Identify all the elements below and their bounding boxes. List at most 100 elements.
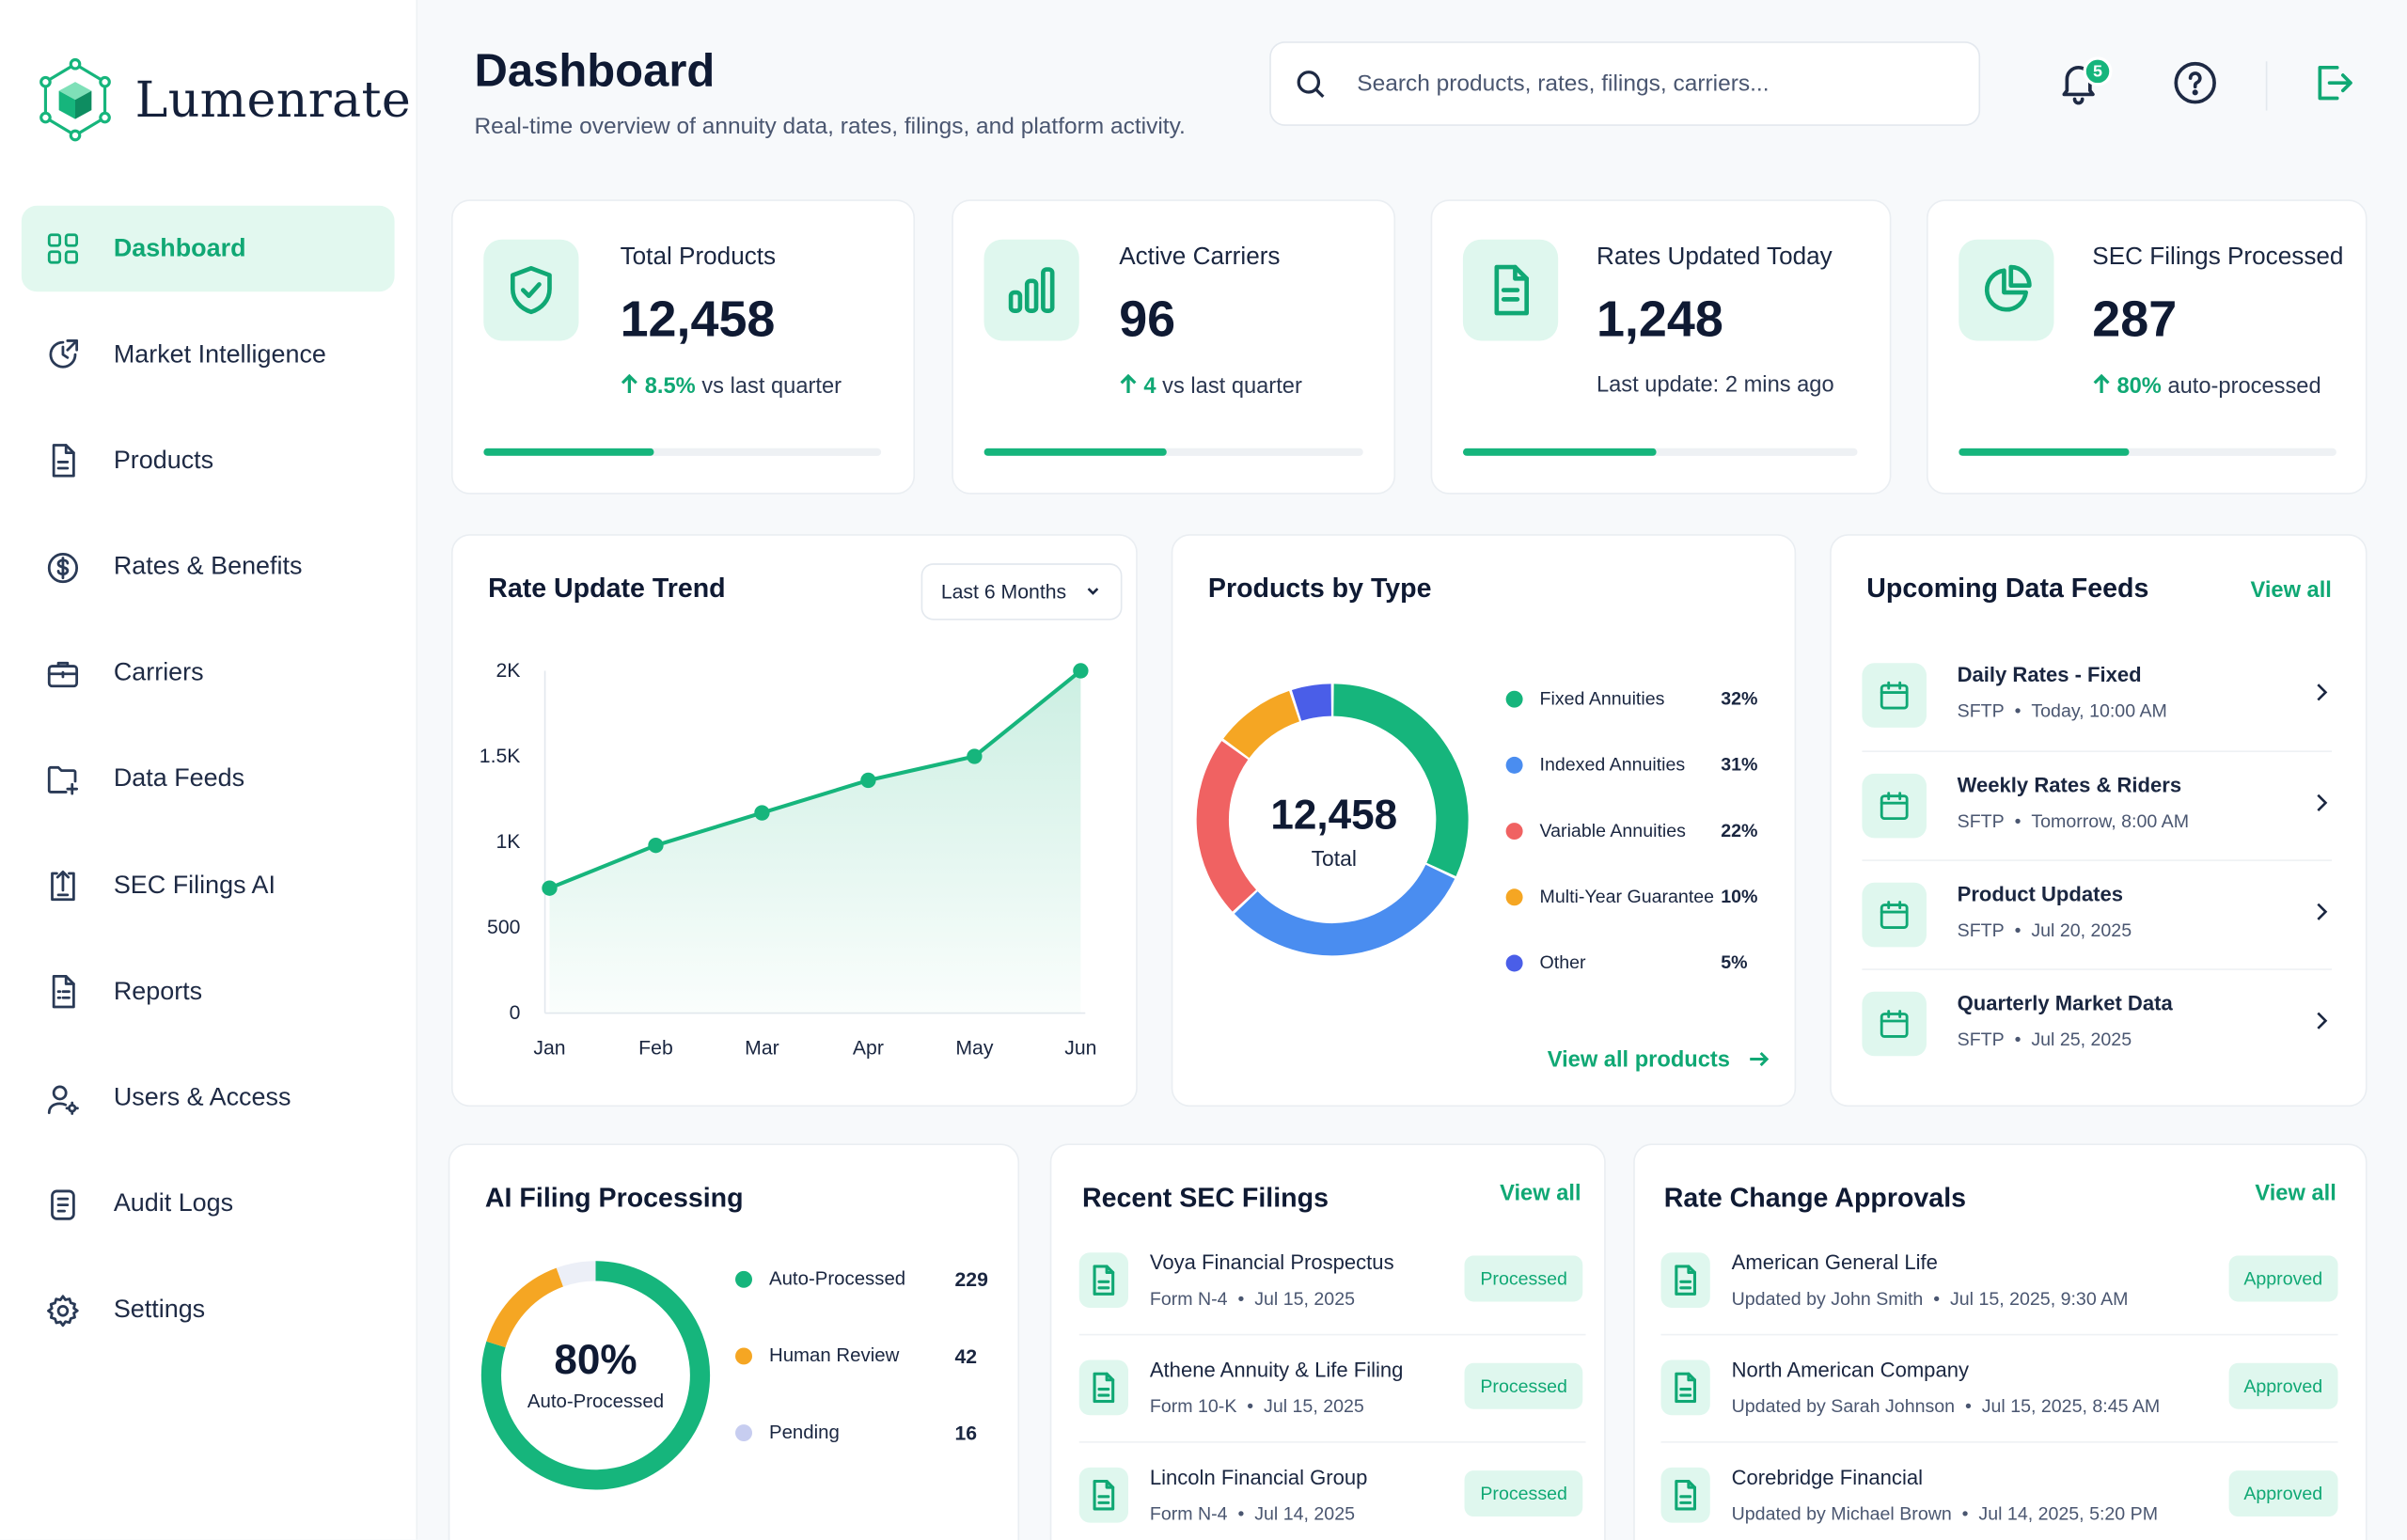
view-all-products-link[interactable]: View all products — [1548, 1048, 1770, 1073]
help-button[interactable] — [2171, 58, 2220, 107]
stat-card-rates-updated[interactable]: Rates Updated Today 1,248 Last update: 2… — [1430, 199, 1892, 495]
stat-value: 287 — [2092, 290, 2178, 347]
feed-item[interactable]: Quarterly Market Data SFTP • Jul 25, 202… — [1862, 991, 2332, 1099]
trend-point — [860, 772, 876, 789]
brand[interactable]: Lumenrate — [31, 55, 411, 145]
divider — [1660, 1333, 2338, 1336]
sidebar-item-reports[interactable]: Reports — [22, 949, 395, 1034]
stat-card-active-carriers[interactable]: Active Carriers 96 4 vs last quarter — [952, 199, 1396, 495]
sidebar-item-rates-benefits[interactable]: Rates & Benefits — [22, 525, 395, 610]
x-tick-label: Feb — [638, 1038, 673, 1060]
sec-filing-row[interactable]: Lincoln Financial Group Form N-4 • Jul 1… — [1078, 1466, 1586, 1529]
stat-label: Total Products — [620, 244, 777, 271]
file-text-icon — [1494, 264, 1529, 316]
range-dropdown[interactable]: Last 6 Months — [920, 563, 1123, 621]
sidebar-item-dashboard[interactable]: Dashboard — [21, 205, 395, 292]
stat-foot: 80% auto-processed — [2092, 373, 2321, 400]
sidebar-item-products[interactable]: Products — [22, 418, 395, 504]
logout-icon — [2318, 65, 2352, 101]
calendar-icon — [1880, 792, 1909, 821]
x-tick-label: May — [955, 1038, 993, 1060]
legend-dot — [735, 1346, 752, 1364]
products-by-type-card: Products by Type 12,458 Total Fixed Annu… — [1171, 534, 1797, 1108]
approval-row[interactable]: North American Company Updated by Sarah … — [1660, 1359, 2338, 1422]
stat-card-sec-filings[interactable]: SEC Filings Processed 287 80% auto-proce… — [1926, 199, 2368, 495]
trend-point — [1073, 663, 1089, 679]
ai-donut-value: 80% — [554, 1337, 637, 1384]
help-icon — [2174, 61, 2216, 104]
approval-row[interactable]: American General Life Updated by John Sm… — [1660, 1251, 2338, 1313]
donut-slice-2 — [1196, 741, 1257, 912]
feed-item[interactable]: Product Updates SFTP • Jul 20, 2025 — [1862, 882, 2332, 990]
feed-item[interactable]: Weekly Rates & Riders SFTP • Tomorrow, 8… — [1862, 773, 2332, 881]
ai-donut-slice-2 — [556, 1261, 596, 1287]
progress-fill — [983, 448, 1167, 456]
donut-slice-0 — [1332, 684, 1469, 876]
recent-sec-filings-card: Recent SEC Filings View all Voya Financi… — [1049, 1143, 1606, 1540]
approval-sub: Updated by Sarah Johnson • Jul 15, 2025,… — [1731, 1395, 2161, 1417]
legend-item: Fixed Annuities — [1505, 687, 1664, 709]
approvals-view-all-link[interactable]: View all — [2255, 1182, 2336, 1207]
search-input[interactable] — [1357, 71, 1941, 97]
sec-filing-row[interactable]: Athene Annuity & Life Filing Form 10-K •… — [1078, 1358, 1586, 1422]
ai-donut-slice-1 — [486, 1267, 564, 1348]
stat-foot: 4 vs last quarter — [1119, 373, 1302, 400]
sidebar-item-data-feeds[interactable]: Data Feeds — [22, 737, 395, 823]
stat-card-total-products[interactable]: Total Products 12,458 8.5% vs last quart… — [450, 199, 916, 495]
sidebar-item-market-intelligence[interactable]: Market Intelligence — [22, 312, 395, 398]
sidebar-item-settings[interactable]: Settings — [22, 1267, 395, 1353]
approval-row[interactable]: Corebridge Financial Updated by Michael … — [1660, 1466, 2338, 1529]
chevron-right-icon — [2317, 1012, 2328, 1029]
ai-filing-card: AI Filing Processing 80% Auto-Processed … — [448, 1143, 1020, 1540]
stat-delta: 4 — [1143, 374, 1156, 400]
legend-value: 31% — [1721, 753, 1758, 776]
stat-foot-text: Last update: 2 mins ago — [1596, 372, 1834, 398]
feed-item[interactable]: Daily Rates - Fixed SFTP • Today, 10:00 … — [1862, 663, 2332, 770]
legend-dot — [735, 1270, 752, 1287]
sidebar-item-label: Data Feeds — [113, 764, 245, 794]
legend-value: 22% — [1721, 819, 1758, 841]
chart-clock-icon — [49, 339, 79, 369]
notifications-button[interactable] — [2053, 58, 2102, 107]
calendar-icon — [1880, 901, 1909, 929]
notification-badge: 5 — [2083, 56, 2113, 86]
status-badge: Processed — [1465, 1255, 1583, 1302]
legend-item: Auto-Processed — [735, 1268, 905, 1289]
calendar-icon — [1880, 1010, 1909, 1038]
sidebar-item-label: Market Intelligence — [113, 339, 326, 369]
progress-bar — [483, 448, 882, 456]
sidebar-item-users-access[interactable]: Users & Access — [22, 1055, 395, 1140]
trend-area — [549, 670, 1081, 1014]
card-title: Recent SEC Filings — [1082, 1182, 1329, 1213]
view-all-products-label: View all products — [1547, 1048, 1730, 1074]
rate-change-approvals-card: Rate Change Approvals View all American … — [1633, 1143, 2368, 1540]
feeds-view-all-link[interactable]: View all — [2250, 578, 2332, 604]
arrow-up-icon — [621, 373, 637, 393]
trend-point — [648, 837, 664, 854]
sidebar-item-label: Reports — [113, 977, 203, 1006]
stat-delta: 80% — [2116, 374, 2162, 400]
sec-filing-title: Athene Annuity & Life Filing — [1149, 1358, 1404, 1382]
y-tick-label: 1.5K — [480, 746, 521, 767]
sidebar-item-sec-filings-ai[interactable]: SEC Filings AI — [22, 843, 395, 929]
status-badge: Approved — [2227, 1470, 2338, 1517]
divider — [1862, 859, 2332, 861]
card-title: Rate Change Approvals — [1663, 1182, 1967, 1213]
sidebar-item-carriers[interactable]: Carriers — [22, 631, 395, 716]
sec-view-all-link[interactable]: View all — [1500, 1182, 1581, 1207]
sidebar-item-label: Users & Access — [113, 1083, 291, 1112]
card-title: Upcoming Data Feeds — [1866, 572, 2149, 604]
sidebar-item-audit-logs[interactable]: Audit Logs — [22, 1161, 395, 1247]
user-gear-icon — [47, 1084, 79, 1115]
status-badge: Approved — [2227, 1362, 2338, 1409]
gear-icon — [47, 1295, 79, 1327]
feed-title: Product Updates — [1957, 882, 2123, 906]
logout-button[interactable] — [2309, 58, 2358, 107]
dollar-icon — [47, 552, 79, 583]
sec-filing-row[interactable]: Voya Financial Prospectus Form N-4 • Jul… — [1078, 1251, 1586, 1313]
lumenrate-logo-icon — [39, 57, 111, 142]
approval-sub: Updated by John Smith • Jul 15, 2025, 9:… — [1731, 1287, 2129, 1310]
stat-icon-box — [1959, 239, 2054, 341]
progress-fill — [1462, 448, 1657, 456]
search-box[interactable] — [1269, 41, 1981, 126]
